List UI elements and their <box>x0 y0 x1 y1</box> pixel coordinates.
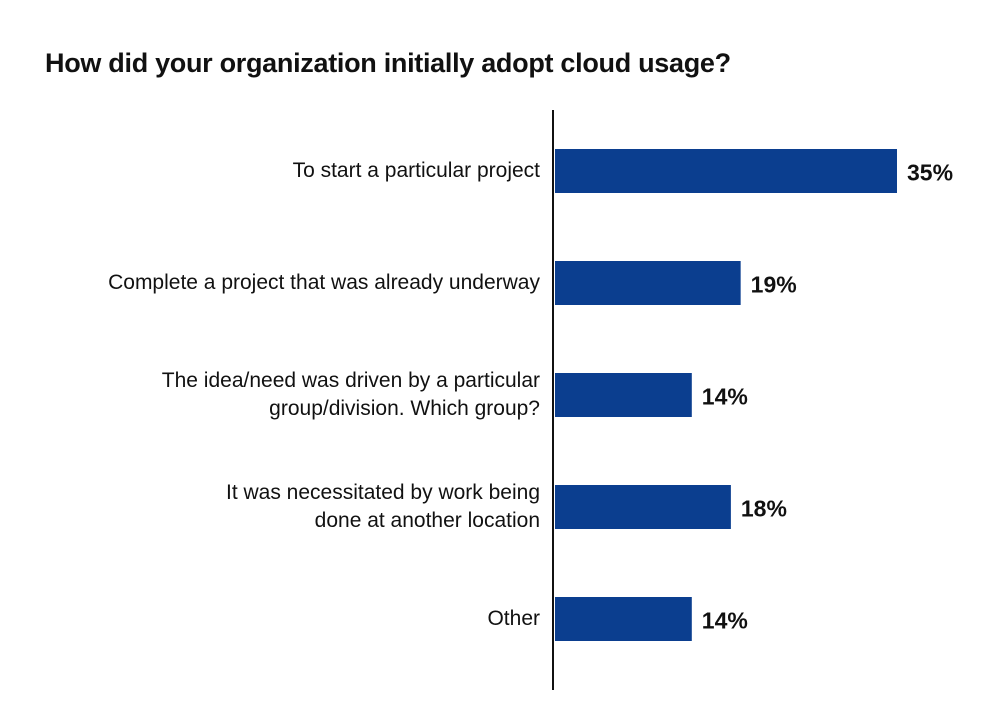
value-label: 18% <box>740 495 787 522</box>
value-label: 19% <box>750 271 797 298</box>
value-label: 35% <box>907 159 954 186</box>
category-label: Complete a project that was already unde… <box>108 271 540 294</box>
category-label: The idea/need was driven by a particular… <box>161 369 540 420</box>
bar <box>555 373 692 417</box>
bar <box>555 149 897 193</box>
value-label: 14% <box>701 383 748 410</box>
category-label: Other <box>487 607 540 630</box>
category-label: To start a particular project <box>292 159 540 182</box>
bar <box>555 597 692 641</box>
chart-title: How did your organization initially adop… <box>45 48 731 78</box>
category-label: It was necessitated by work being done a… <box>226 481 540 532</box>
bar <box>555 485 731 529</box>
value-label: 14% <box>701 607 748 634</box>
bar <box>555 261 741 305</box>
